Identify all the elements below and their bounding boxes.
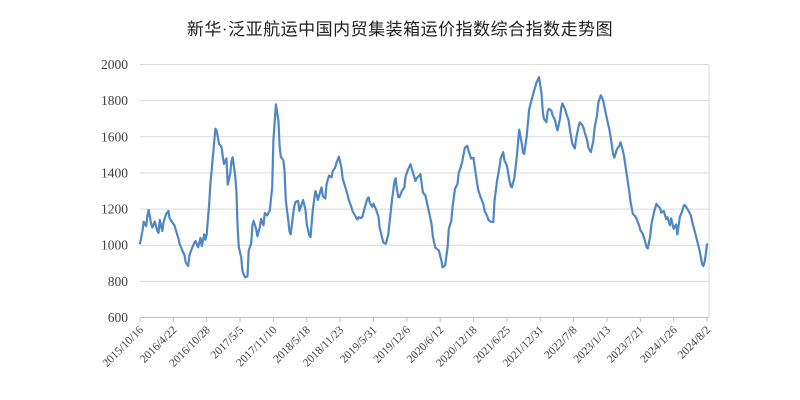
x-tick-label: 2024/8/2 [676, 324, 714, 362]
y-tick-label: 1800 [101, 93, 128, 108]
y-tick-label: 1400 [101, 165, 128, 180]
y-tick-label: 600 [108, 310, 129, 325]
y-tick-label: 1600 [101, 129, 128, 144]
y-tick-label: 1000 [101, 238, 128, 253]
chart-title: 新华·泛亚航运中国内贸集装箱运价指数综合指数走势图 [186, 20, 614, 39]
x-tick-label: 2015/10/16 [101, 324, 147, 370]
y-tick-label: 800 [108, 274, 129, 289]
y-tick-label: 1200 [101, 202, 128, 217]
x-tick-label: 2024/1/26 [638, 324, 680, 366]
y-tick-label: 2000 [101, 57, 128, 72]
composite-index-series-line [138, 76, 709, 279]
